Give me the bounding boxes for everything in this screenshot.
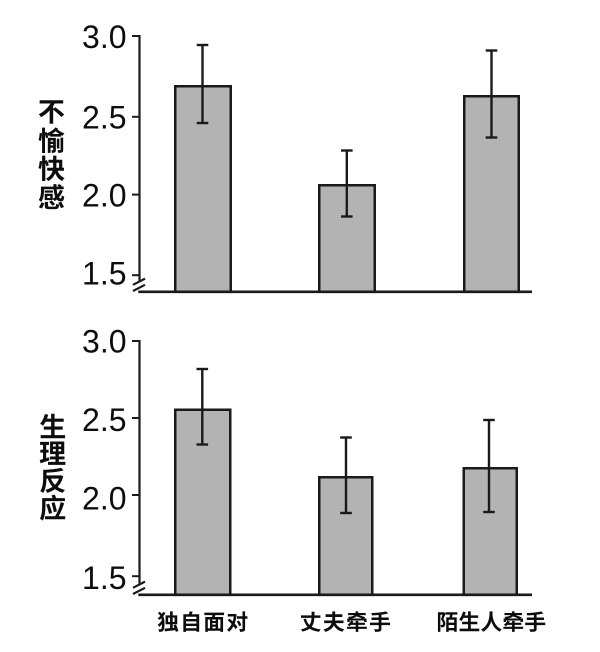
svg-text:2.5: 2.5 bbox=[82, 402, 126, 438]
svg-text:3.0: 3.0 bbox=[82, 19, 126, 55]
svg-text:2.0: 2.0 bbox=[82, 178, 126, 214]
svg-text:2.5: 2.5 bbox=[82, 100, 126, 136]
svg-text:2.0: 2.0 bbox=[82, 480, 126, 516]
svg-text:1.5: 1.5 bbox=[82, 560, 126, 596]
svg-text:1.5: 1.5 bbox=[82, 256, 126, 292]
svg-text:3.0: 3.0 bbox=[82, 324, 126, 360]
